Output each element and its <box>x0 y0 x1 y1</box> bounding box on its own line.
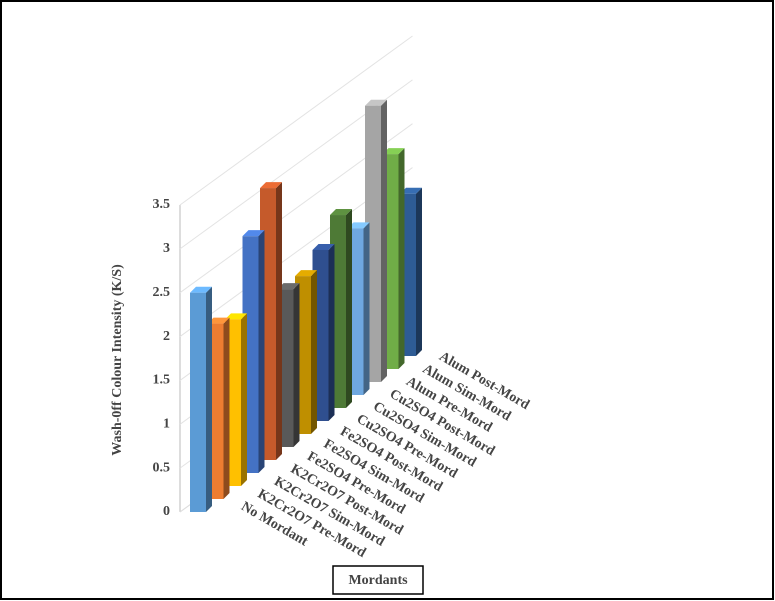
bar-top <box>225 313 247 320</box>
y-tick-label: 2.5 <box>153 285 171 300</box>
bar-top <box>382 148 405 155</box>
bar-top <box>277 283 300 290</box>
bar-side <box>398 148 405 369</box>
y-tick-label: 1.5 <box>153 373 171 388</box>
bar-side <box>206 286 212 512</box>
y-tick-label: 3 <box>163 241 170 256</box>
bar-top <box>312 243 335 250</box>
bar-side <box>416 187 422 356</box>
x-axis-label: Mordants <box>348 573 408 588</box>
bar-top <box>207 317 230 324</box>
bar-top <box>242 230 265 237</box>
bar <box>190 292 206 512</box>
y-tick-label: 3.5 <box>153 197 171 212</box>
bar-top <box>365 99 387 106</box>
y-tick-label: 0.5 <box>153 460 171 475</box>
bar-side <box>258 230 265 473</box>
y-tick-label: 1 <box>163 417 170 432</box>
bar-top <box>400 187 422 194</box>
bar-top <box>190 286 212 293</box>
bar-side <box>276 182 282 461</box>
bar-top <box>347 222 370 229</box>
bar-top <box>330 209 352 216</box>
bar-side <box>381 99 387 382</box>
grid-line <box>179 35 413 206</box>
bar-side <box>293 283 300 447</box>
bar-side <box>223 317 230 499</box>
y-tick-label: 2 <box>163 329 170 344</box>
bar-top <box>260 182 282 189</box>
bar-side <box>363 222 370 395</box>
bar-side <box>328 243 335 421</box>
bar-top <box>295 270 317 277</box>
bar-side <box>311 270 317 434</box>
bar-side <box>241 313 247 486</box>
x-axis-label-box <box>332 565 424 595</box>
y-axis-label: Wash-0ff Colour Intensity (K/S) <box>110 264 125 456</box>
y-tick-label: 0 <box>163 504 170 519</box>
bar-side <box>346 209 352 408</box>
